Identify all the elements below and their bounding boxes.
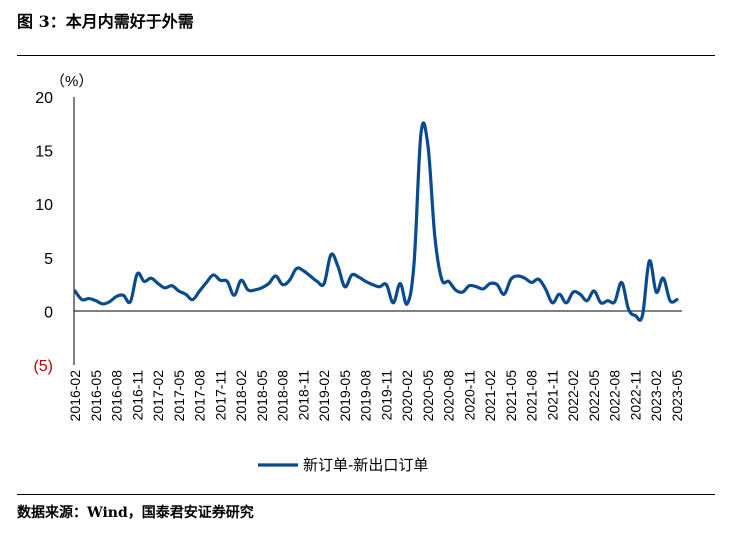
source-note: 数据来源：Wind，国泰君安证券研究: [17, 505, 254, 521]
x-tick-label: 2022-02: [565, 370, 581, 422]
top-rule: [17, 55, 715, 56]
y-tick-label: 20: [35, 90, 53, 107]
x-tick-label: 2016-08: [109, 370, 125, 422]
x-tick-label: 2019-05: [337, 370, 353, 422]
x-tick-label: 2017-11: [212, 370, 228, 421]
x-tick-label: 2019-02: [316, 370, 332, 422]
x-ticks: 2016-02 2016-05 2016-08 2016-11 2017-02 2017-…: [67, 370, 685, 422]
x-tick-label: 2017-02: [150, 370, 166, 422]
x-tick-label: 2021-11: [544, 370, 560, 421]
x-tick-label: 2020-08: [441, 370, 457, 422]
x-tick-label: 2018-11: [295, 370, 311, 421]
x-tick-label: 2016-02: [67, 370, 83, 422]
x-tick-label: 2017-08: [192, 370, 208, 422]
legend: 新订单-新出口订单: [258, 456, 428, 474]
x-tick-label: 2017-05: [171, 370, 187, 422]
figure-title: 图 3：本月内需好于外需: [17, 12, 194, 31]
y-unit-label: （%）: [50, 73, 93, 90]
x-tick-label: 2016-11: [129, 370, 145, 421]
x-tick-label: 2022-08: [607, 370, 623, 422]
x-tick-label: 2021-08: [524, 370, 540, 422]
x-tick-label: 2018-02: [233, 370, 249, 422]
x-tick-label: 2021-02: [482, 370, 498, 422]
legend-label: 新订单-新出口订单: [303, 456, 428, 474]
x-tick-label: 2018-08: [275, 370, 291, 422]
x-tick-label: 2019-08: [358, 370, 374, 422]
x-tick-label: 2022-11: [627, 370, 643, 421]
y-ticks: (5) 0 5 10 15 20: [33, 90, 53, 375]
x-tick-label: 2018-05: [254, 370, 270, 422]
x-tick-label: 2021-05: [503, 370, 519, 422]
series-line: [73, 121, 679, 322]
bottom-rule: [17, 494, 715, 495]
x-tick-label: 2023-05: [669, 370, 685, 422]
y-tick-label: 0: [44, 304, 53, 321]
y-tick-label: 15: [35, 144, 53, 161]
y-tick-label: (5): [33, 358, 53, 375]
x-tick-label: 2020-05: [420, 370, 436, 422]
y-tick-label: 5: [44, 251, 53, 268]
x-tick-label: 2019-11: [378, 370, 394, 421]
y-tick-label: 10: [35, 197, 53, 214]
x-tick-label: 2016-05: [88, 370, 104, 422]
x-tick-label: 2020-02: [399, 370, 415, 422]
x-tick-label: 2022-05: [586, 370, 602, 422]
x-tick-label: 2020-11: [461, 370, 477, 421]
x-tick-label: 2023-02: [648, 370, 664, 422]
